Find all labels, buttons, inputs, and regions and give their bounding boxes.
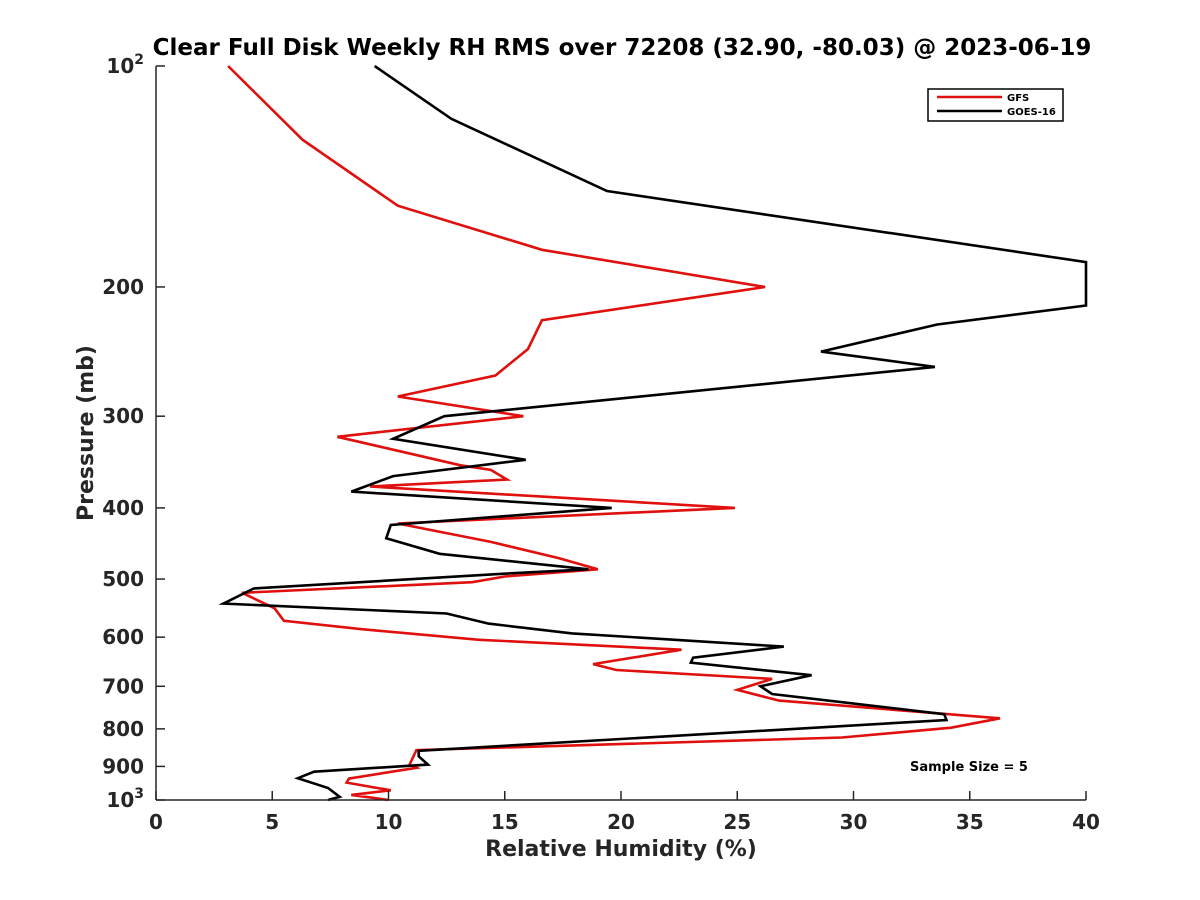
y-tick-label: 400 — [102, 496, 144, 520]
legend-label-gfs: GFS — [1007, 93, 1029, 104]
y-ticks: 102 200 300 400 500 600 700 800 900 103 — [102, 52, 165, 812]
x-tick-label: 20 — [607, 810, 635, 834]
y-tick-label: 800 — [102, 717, 144, 741]
x-ticks: 0 5 10 15 20 25 30 35 40 — [149, 791, 1100, 834]
y-tick-label: 103 — [106, 786, 144, 812]
y-tick-label: 300 — [102, 404, 144, 428]
y-tick-label: 200 — [102, 275, 144, 299]
y-tick-label: 102 — [106, 52, 144, 78]
sample-size-annotation: Sample Size = 5 — [910, 760, 1028, 775]
y-tick-label: 900 — [102, 754, 144, 778]
x-tick-label: 40 — [1072, 810, 1100, 834]
legend-label-goes16: GOES-16 — [1007, 107, 1056, 118]
y-tick-label: 600 — [102, 625, 144, 649]
x-tick-label: 25 — [723, 810, 751, 834]
x-axis-label: Relative Humidity (%) — [485, 837, 757, 862]
x-tick-label: 35 — [956, 810, 984, 834]
x-tick-label: 5 — [265, 810, 279, 834]
series-line-goes16 — [218, 64, 1088, 802]
y-tick-label: 500 — [102, 567, 144, 591]
x-tick-label: 10 — [375, 810, 403, 834]
legend: GFS GOES-16 — [927, 88, 1064, 122]
x-tick-label: 0 — [149, 810, 163, 834]
x-tick-label: 30 — [840, 810, 868, 834]
series-layer — [218, 64, 1088, 802]
legend-box — [927, 88, 1064, 122]
y-axis-label: Pressure (mb) — [74, 345, 99, 521]
chart-title: Clear Full Disk Weekly RH RMS over 72208… — [153, 35, 1092, 61]
y-tick-label: 700 — [102, 674, 144, 698]
x-tick-label: 15 — [491, 810, 519, 834]
